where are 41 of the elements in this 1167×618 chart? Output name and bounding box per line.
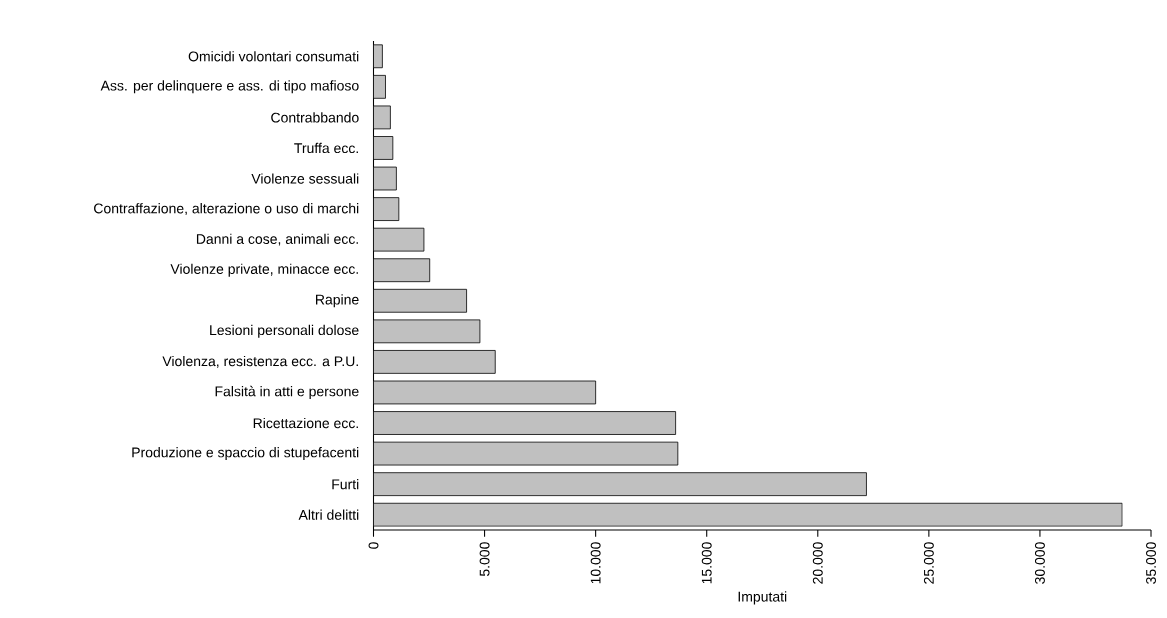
bar (373, 502, 1123, 527)
y-tick-label: Furti (332, 479, 359, 490)
y-tick-label: Danni a cose, animali ecc. (196, 233, 358, 246)
y-tick-label: Omicidi volontari consumati (188, 51, 359, 62)
y-tick-label: Rapine (316, 294, 359, 308)
bar (373, 105, 391, 130)
x-tick-label: 0 (368, 542, 379, 549)
bar (373, 350, 496, 374)
bar (373, 380, 597, 405)
bar (373, 227, 425, 252)
bar (373, 258, 431, 283)
y-tick-label: Lesioni personali dolose (210, 324, 359, 338)
y-tick-label: Falsità in atti e persone (215, 385, 359, 400)
y-tick-label: Contrabbando (271, 112, 359, 123)
x-tick-label: 10.000 (590, 542, 601, 584)
bar (373, 44, 383, 69)
bar (373, 166, 397, 191)
y-tick-label: Contraffazione, alterazione o uso di marchi (94, 203, 359, 216)
y-tick-label: Violenze private, minacce ecc. (170, 263, 358, 277)
bar (373, 472, 867, 497)
x-axis-title: Imputati (738, 591, 787, 605)
y-tick-label: Ass. per delinquere e ass. di tipo mafioso (100, 80, 359, 94)
y-tick-label: Ricettazione ecc. (253, 417, 358, 429)
bar (373, 197, 400, 221)
y-tick-label: Violenze sessuali (251, 173, 359, 184)
bar (373, 288, 467, 313)
x-tick-label: 35.000 (1146, 542, 1156, 584)
bar (373, 441, 679, 466)
x-tick-label: 30.000 (1034, 542, 1045, 584)
y-tick-label: Altri delitti (298, 509, 359, 520)
bar (373, 136, 394, 160)
y-tick-label: Produzione e spaccio di stupefacenti (132, 447, 359, 461)
x-tick-label: 15.000 (701, 542, 712, 584)
x-tick-label: 5.000 (479, 542, 490, 577)
y-tick-label: Violenza, resistenza ecc. a P.U. (162, 355, 358, 368)
x-tick-label: 25.000 (923, 542, 934, 584)
x-tick-label: 20.000 (812, 542, 823, 584)
y-tick-label: Truffa ecc. (294, 142, 358, 154)
bar (373, 411, 677, 435)
bar (373, 319, 481, 344)
bar (373, 74, 386, 99)
